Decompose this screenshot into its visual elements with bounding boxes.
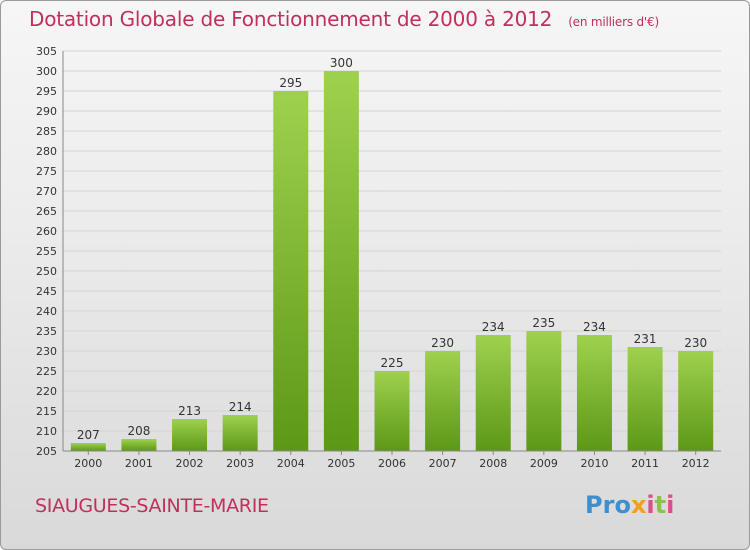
y-tick-label: 205: [36, 445, 57, 458]
data-label: 234: [482, 320, 505, 334]
y-tick-label: 280: [36, 145, 57, 158]
data-label: 300: [330, 56, 353, 70]
y-tick-label: 290: [36, 105, 57, 118]
y-tick-label: 240: [36, 305, 57, 318]
bar: [121, 439, 157, 451]
x-tick-label: 2000: [74, 457, 102, 470]
data-label: 230: [684, 336, 707, 350]
y-tick-label: 235: [36, 325, 57, 338]
data-label: 213: [178, 404, 201, 418]
y-tick-label: 305: [36, 45, 57, 58]
bars-layer: 207 208 213 214 295 300 225 230 234 235 234 231 230: [70, 56, 714, 451]
x-tick-label: 2012: [682, 457, 710, 470]
y-tick-label: 265: [36, 205, 57, 218]
logo-letter: i: [646, 491, 655, 519]
logo-letter: r: [602, 491, 615, 519]
logo-letter: x: [630, 491, 647, 519]
data-label: 234: [583, 320, 606, 334]
bar: [576, 335, 612, 451]
bar: [273, 91, 309, 451]
x-tick-label: 2006: [378, 457, 406, 470]
bar: [678, 351, 714, 451]
bar: [374, 371, 410, 451]
y-tick-label: 260: [36, 225, 57, 238]
y-tick-label: 215: [36, 405, 57, 418]
y-tick-label: 210: [36, 425, 57, 438]
logo-letter: P: [585, 491, 603, 519]
data-label: 295: [279, 76, 302, 90]
data-label: 235: [532, 316, 555, 330]
axis-layer: 205 210 215 220 225 230 235 240 245 250 255 260 265 2…: [36, 45, 721, 470]
chart-unit: (en milliers d'€): [568, 15, 659, 29]
y-tick-label: 270: [36, 185, 57, 198]
x-tick-label: 2004: [277, 457, 305, 470]
x-tick-label: 2007: [429, 457, 457, 470]
y-tick-label: 255: [36, 245, 57, 258]
bar: [222, 415, 258, 451]
x-tick-label: 2001: [125, 457, 153, 470]
bar: [627, 347, 663, 451]
x-tick-label: 2010: [580, 457, 608, 470]
data-label: 208: [127, 424, 150, 438]
logo-letter: i: [666, 491, 675, 519]
x-tick-label: 2011: [631, 457, 659, 470]
chart-title: Dotation Globale de Fonctionnement de 20…: [29, 7, 659, 31]
data-label: 207: [77, 428, 100, 442]
y-tick-label: 230: [36, 345, 57, 358]
data-label: 231: [634, 332, 657, 346]
data-label: 225: [381, 356, 404, 370]
bar: [526, 331, 562, 451]
logo-letter: t: [654, 491, 667, 519]
x-tick-label: 2002: [176, 457, 204, 470]
commune-name: SIAUGUES-SAINTE-MARIE: [35, 495, 269, 517]
y-tick-label: 300: [36, 65, 57, 78]
data-label: 214: [229, 400, 252, 414]
bar: [425, 351, 461, 451]
x-tick-label: 2005: [327, 457, 355, 470]
x-tick-label: 2003: [226, 457, 254, 470]
bar: [70, 443, 106, 451]
logo-letter: o: [614, 491, 631, 519]
y-tick-label: 245: [36, 285, 57, 298]
bar: [172, 419, 208, 451]
data-label: 230: [431, 336, 454, 350]
bar: [475, 335, 511, 451]
bar: [323, 71, 359, 451]
y-tick-label: 250: [36, 265, 57, 278]
x-tick-label: 2008: [479, 457, 507, 470]
y-tick-label: 285: [36, 125, 57, 138]
y-tick-label: 295: [36, 85, 57, 98]
y-tick-label: 275: [36, 165, 57, 178]
chart-title-text: Dotation Globale de Fonctionnement de 20…: [29, 7, 553, 31]
y-tick-label: 220: [36, 385, 57, 398]
x-tick-label: 2009: [530, 457, 558, 470]
y-tick-label: 225: [36, 365, 57, 378]
proxiti-logo: Proxiti: [585, 491, 674, 519]
